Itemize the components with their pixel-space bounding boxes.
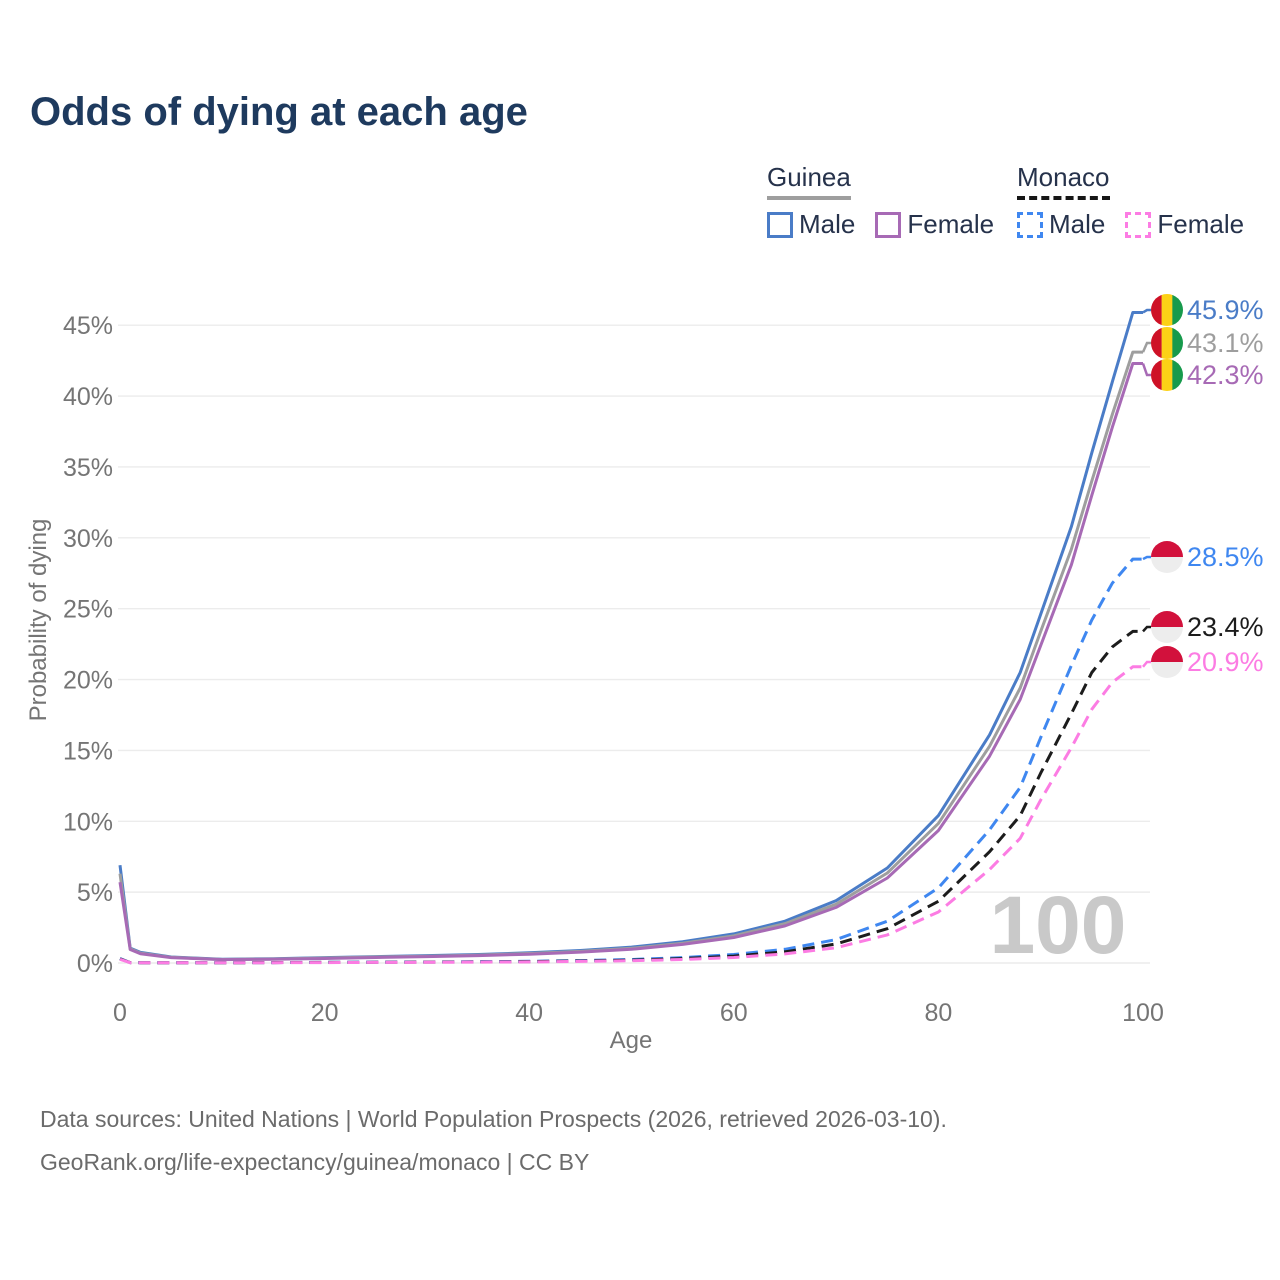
flag-stripe bbox=[1151, 557, 1183, 573]
x-tick-label: 40 bbox=[515, 999, 543, 1027]
guinea-flag-icon bbox=[1151, 327, 1183, 359]
end-value-label: 43.1% bbox=[1187, 328, 1264, 358]
label-connector bbox=[1141, 363, 1151, 377]
label-connector bbox=[1142, 625, 1151, 633]
end-value-label: 20.9% bbox=[1187, 647, 1264, 677]
label-connector bbox=[1141, 341, 1151, 353]
monaco-flag-icon bbox=[1151, 541, 1183, 573]
guinea-flag-icon bbox=[1151, 359, 1183, 391]
footer-attribution-link: GeoRank.org/life-expectancy/guinea/monac… bbox=[40, 1148, 590, 1175]
end-value-label: 45.9% bbox=[1187, 295, 1264, 325]
y-tick-label: 15% bbox=[63, 737, 113, 765]
flag-stripe bbox=[1151, 359, 1162, 391]
legend-item-monaco-male[interactable]: Male bbox=[1017, 209, 1105, 240]
legend-header-guinea[interactable]: Guinea bbox=[767, 162, 851, 200]
x-tick-label: 100 bbox=[1122, 999, 1164, 1027]
guinea-male-swatch-icon bbox=[767, 211, 793, 238]
flag-stripe bbox=[1172, 294, 1183, 326]
series-line-monaco-female[interactable] bbox=[119, 665, 1143, 965]
x-tick-label: 80 bbox=[924, 999, 952, 1027]
monaco-female-swatch-icon bbox=[1125, 211, 1152, 238]
flag-stripe bbox=[1151, 627, 1183, 643]
flag-stripe bbox=[1151, 646, 1183, 662]
legend-group-guinea: Guinea Male Female bbox=[767, 162, 994, 240]
y-tick-label: 10% bbox=[63, 808, 113, 836]
y-axis-title: Probability of dying bbox=[25, 519, 52, 722]
flag-stripe bbox=[1161, 327, 1173, 359]
x-tick-label: 60 bbox=[720, 999, 748, 1027]
legend-item-label: Male bbox=[799, 209, 856, 239]
label-connector bbox=[1142, 555, 1151, 561]
x-axis-title: Age bbox=[610, 1027, 653, 1054]
legend-group-monaco: Monaco Male Female bbox=[1017, 162, 1244, 240]
age-counter-watermark: 100 bbox=[990, 880, 1127, 971]
y-tick-label: 40% bbox=[63, 383, 113, 411]
flag-stripe bbox=[1172, 327, 1183, 359]
flag-stripe bbox=[1161, 294, 1173, 326]
footer-data-sources: Data sources: United Nations | World Pop… bbox=[40, 1106, 947, 1132]
flag-stripe bbox=[1151, 294, 1162, 326]
footer: Data sources: United Nations | World Pop… bbox=[40, 1098, 947, 1183]
legend-item-label: Male bbox=[1049, 209, 1106, 239]
flag-stripe bbox=[1172, 359, 1183, 391]
legend-item-monaco-female[interactable]: Female bbox=[1125, 209, 1244, 240]
monaco-flag-icon bbox=[1151, 646, 1183, 678]
legend-header-monaco[interactable]: Monaco bbox=[1017, 162, 1110, 200]
label-connector bbox=[1142, 308, 1151, 314]
label-connector bbox=[1142, 660, 1151, 668]
y-tick-label: 45% bbox=[63, 312, 113, 340]
guinea-flag-icon bbox=[1151, 294, 1183, 326]
x-tick-label: 20 bbox=[311, 999, 339, 1027]
monaco-flag-icon bbox=[1151, 611, 1183, 643]
legend-item-guinea-male[interactable]: Male bbox=[767, 209, 855, 240]
y-tick-label: 20% bbox=[63, 667, 113, 695]
flag-stripe bbox=[1151, 662, 1183, 678]
guinea-female-swatch-icon bbox=[875, 211, 902, 238]
flag-stripe bbox=[1151, 611, 1183, 627]
end-value-label: 42.3% bbox=[1187, 360, 1264, 390]
y-tick-label: 30% bbox=[63, 525, 113, 553]
end-value-label: 28.5% bbox=[1187, 542, 1264, 572]
legend-item-guinea-female[interactable]: Female bbox=[875, 209, 994, 240]
flag-stripe bbox=[1151, 327, 1162, 359]
flag-stripe bbox=[1161, 359, 1173, 391]
y-tick-label: 5% bbox=[77, 879, 113, 907]
page-title: Odds of dying at each age bbox=[30, 90, 528, 134]
y-tick-label: 0% bbox=[77, 950, 113, 978]
series-line-guinea-male[interactable] bbox=[118, 311, 1143, 961]
flag-stripe bbox=[1151, 541, 1183, 557]
legend-item-label: Female bbox=[907, 209, 995, 239]
end-value-label: 23.4% bbox=[1187, 612, 1264, 642]
legend-item-label: Female bbox=[1157, 209, 1245, 239]
y-tick-label: 35% bbox=[63, 454, 113, 482]
y-tick-label: 25% bbox=[63, 596, 113, 624]
x-tick-label: 0 bbox=[113, 999, 127, 1027]
monaco-male-swatch-icon bbox=[1017, 211, 1043, 238]
series-line-guinea-female[interactable] bbox=[118, 362, 1143, 962]
